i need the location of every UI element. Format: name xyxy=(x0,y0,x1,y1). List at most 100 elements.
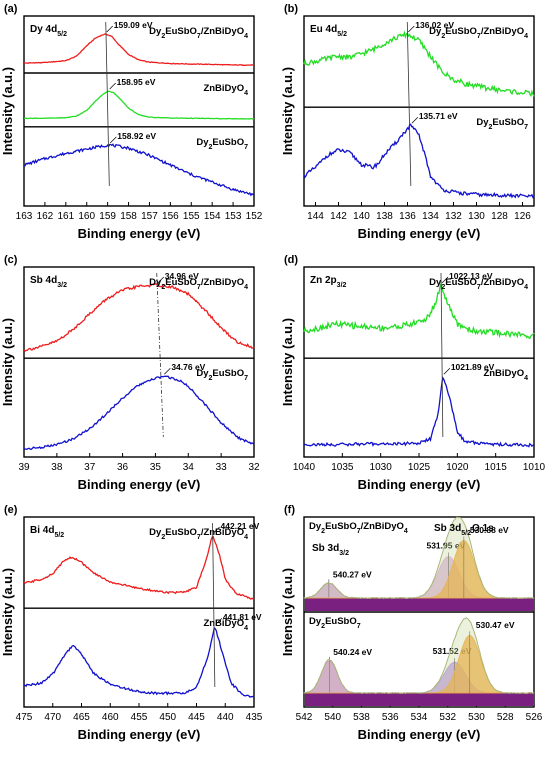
x-tick-label: 542 xyxy=(296,712,313,723)
x-tick-label: 126 xyxy=(514,211,531,222)
x-tick-label: 136 xyxy=(399,211,416,222)
sample-label: ZnBiDyO4 xyxy=(203,618,248,632)
x-tick-label: 460 xyxy=(102,712,119,723)
peak-label: 158.95 eV xyxy=(117,77,156,87)
peak-guide-line xyxy=(406,21,412,187)
x-tick-label: 128 xyxy=(491,211,508,222)
peak-guide-line xyxy=(105,21,110,187)
x-tick-label: 475 xyxy=(16,712,33,723)
sample-label: Dy2EuSbO7 xyxy=(476,117,528,131)
plot-frame xyxy=(303,266,535,458)
peak-label: 135.71 eV xyxy=(419,111,458,121)
x-axis-label: Binding energy (eV) xyxy=(78,477,201,492)
core-level-label: Bi 4d5/2 xyxy=(30,525,64,539)
core-level-label: Sb 3d5/2 xyxy=(434,523,471,537)
series-line xyxy=(23,90,255,120)
y-axis-label: Intensity (a.u.) xyxy=(280,67,295,155)
peak-arrow xyxy=(443,367,451,375)
series-line xyxy=(303,376,534,448)
x-tick-label: 159 xyxy=(99,211,116,222)
x-tick-label: 161 xyxy=(57,211,74,222)
x-tick-label: 32 xyxy=(248,462,260,473)
sample-label: Dy2EuSbO7/ZnBiDyO4 xyxy=(149,26,248,40)
x-axis-label: Binding energy (eV) xyxy=(358,727,481,742)
x-axis-label: Binding energy (eV) xyxy=(78,226,201,241)
x-tick-label: 142 xyxy=(330,211,347,222)
raw-envelope xyxy=(303,516,535,600)
peak-arrow xyxy=(213,526,220,534)
x-tick-label: 1025 xyxy=(408,462,431,473)
x-axis-label: Binding energy (eV) xyxy=(358,226,481,241)
peak-arrow xyxy=(110,136,117,144)
sample-label: Dy2EuSbO7 xyxy=(196,137,248,151)
x-tick-label: 526 xyxy=(526,712,543,723)
peak-guide-line xyxy=(440,272,444,438)
peak-label: 530.47 eV xyxy=(476,620,515,630)
x-tick-label: 38 xyxy=(51,462,63,473)
series-line xyxy=(23,33,255,66)
x-tick-label: 163 xyxy=(16,211,33,222)
x-axis-label: Binding energy (eV) xyxy=(358,477,481,492)
peak-arrow xyxy=(441,276,449,284)
plot-frame xyxy=(23,15,255,207)
sample-label: ZnBiDyO4 xyxy=(203,83,248,97)
y-axis-label: Intensity (a.u.) xyxy=(0,568,15,656)
x-tick-label: 534 xyxy=(411,712,428,723)
x-tick-label: 157 xyxy=(141,211,158,222)
x-tick-label: 130 xyxy=(468,211,485,222)
core-level-label: Dy 4d5/2 xyxy=(30,24,67,38)
series-line xyxy=(23,143,255,197)
x-tick-label: 154 xyxy=(204,211,221,222)
peak-label: 34.96 eV xyxy=(165,271,199,281)
peak-label: 1022.13 eV xyxy=(449,271,493,281)
peak-label: 441.81 eV xyxy=(223,612,262,622)
peak-label: 540.27 eV xyxy=(333,569,372,579)
y-axis-label: Intensity (a.u.) xyxy=(0,67,15,155)
x-tick-label: 470 xyxy=(44,712,61,723)
x-tick-label: 132 xyxy=(445,211,462,222)
peak-label: 540.24 eV xyxy=(333,647,372,657)
x-tick-label: 33 xyxy=(216,462,228,473)
x-tick-label: 532 xyxy=(439,712,456,723)
panel-f: 542 540 538 536 534 532 530 528 526 Binding energ… xyxy=(280,504,543,742)
x-tick-label: 540 xyxy=(324,712,341,723)
x-tick-label: 134 xyxy=(422,211,439,222)
sample-label: ZnBiDyO4 xyxy=(483,368,528,382)
panel-c: 39 38 37 36 35 34 33 32 Binding energy (eV) Inten… xyxy=(0,254,260,492)
core-level-label: Eu 4d5/2 xyxy=(310,24,347,38)
x-tick-label: 160 xyxy=(78,211,95,222)
x-tick-label: 153 xyxy=(225,211,242,222)
peak-guide-line xyxy=(156,272,164,438)
panel-letter: (b) xyxy=(284,3,298,15)
x-tick-label: 36 xyxy=(117,462,129,473)
x-tick-label: 528 xyxy=(497,712,514,723)
background-band xyxy=(305,598,533,611)
background-band xyxy=(305,693,533,706)
x-tick-label: 1015 xyxy=(485,462,508,473)
peak-arrow xyxy=(157,276,164,284)
core-level-label: O 1s xyxy=(472,523,494,534)
x-tick-label: 530 xyxy=(468,712,485,723)
core-level-label: Sb 3d3/2 xyxy=(312,543,349,557)
y-axis-label: Intensity (a.u.) xyxy=(280,318,295,406)
sample-label: Dy2EuSbO7/ZnBiDyO4 xyxy=(429,26,528,40)
x-tick-label: 1040 xyxy=(293,462,316,473)
sample-label: Dy2EuSbO7/ZnBiDyO4 xyxy=(149,277,248,291)
peak-label: 531.95 eV xyxy=(426,540,465,550)
x-tick-label: 450 xyxy=(159,712,176,723)
panel-e: 475 470 465 460 455 450 445 440 435 Binding energ… xyxy=(0,504,263,742)
x-tick-label: 538 xyxy=(353,712,370,723)
panel-letter: (d) xyxy=(284,254,298,266)
x-tick-label: 1035 xyxy=(331,462,354,473)
core-level-label: Zn 2p3/2 xyxy=(310,275,347,289)
x-tick-label: 1010 xyxy=(523,462,546,473)
peak-label: 1021.89 eV xyxy=(451,362,495,372)
sample-label: Dy2EuSbO7/ZnBiDyO4 xyxy=(309,521,408,535)
x-tick-label: 144 xyxy=(307,211,324,222)
sample-label: Dy2EuSbO7 xyxy=(196,368,248,382)
x-tick-label: 39 xyxy=(18,462,30,473)
x-tick-label: 140 xyxy=(353,211,370,222)
peak-guide-line xyxy=(212,522,216,688)
x-tick-label: 465 xyxy=(73,712,90,723)
